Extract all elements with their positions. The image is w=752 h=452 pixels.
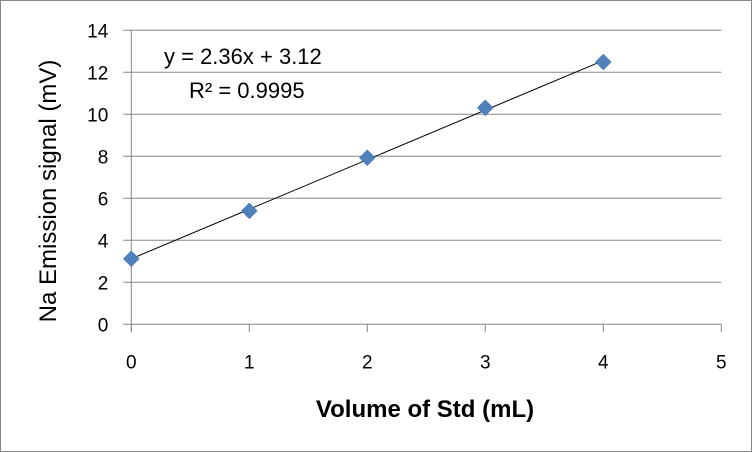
trendline-r-squared: R² = 0.9995	[189, 78, 305, 103]
trendline-equation: y = 2.36x + 3.12	[164, 44, 322, 69]
y-tick-label-2: 2	[98, 273, 109, 294]
y-tick-label-0: 0	[98, 315, 109, 336]
x-tick-label-0: 0	[126, 352, 137, 373]
y-tick-label-6: 6	[98, 189, 109, 210]
x-tick-label-3: 3	[480, 352, 491, 373]
y-tick-label-10: 10	[87, 105, 108, 126]
x-tick-label-5: 5	[716, 352, 727, 373]
data-point-2	[358, 149, 376, 167]
y-tick-label-12: 12	[87, 63, 108, 84]
y-axis-label: Na Emission signal (mV)	[35, 60, 62, 323]
gridlines	[123, 29, 722, 325]
x-tick-label-1: 1	[244, 352, 255, 373]
data-point-4	[594, 53, 612, 71]
data-point-1	[240, 202, 258, 220]
data-point-0	[122, 250, 140, 268]
y-tick-label-4: 4	[98, 231, 109, 252]
y-tick-label-14: 14	[87, 21, 109, 42]
x-tick-label-4: 4	[598, 352, 609, 373]
data-points	[122, 53, 612, 268]
axes	[130, 30, 722, 333]
x-axis-label: Volume of Std (mL)	[316, 396, 534, 423]
data-point-3	[476, 99, 494, 117]
y-tick-label-8: 8	[98, 147, 109, 168]
x-tick-label-2: 2	[362, 352, 373, 373]
